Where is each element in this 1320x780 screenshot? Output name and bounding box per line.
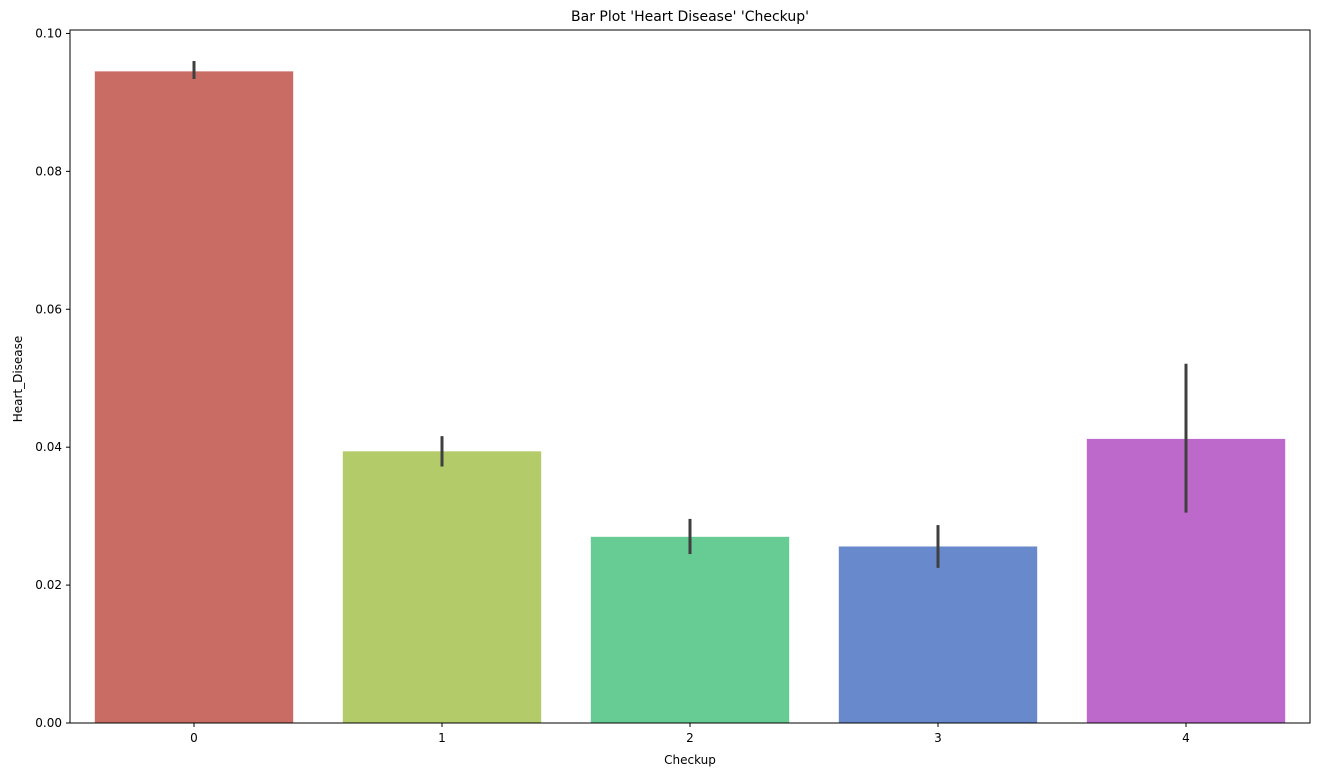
- x-tick-label: 4: [1182, 731, 1190, 745]
- x-tick-label: 1: [438, 731, 446, 745]
- x-tick-label: 0: [190, 731, 198, 745]
- y-tick-label: 0.04: [35, 440, 62, 454]
- bar-3: [838, 546, 1038, 723]
- y-axis-label: Heart_Disease: [11, 336, 25, 423]
- x-tick-label: 2: [686, 731, 694, 745]
- bar-0: [94, 71, 294, 724]
- bars-layer: [94, 71, 1286, 724]
- bar-2: [590, 536, 790, 723]
- error-bars-layer: [192, 61, 1188, 568]
- y-tick-label: 0.06: [35, 302, 62, 316]
- bar-1: [342, 451, 542, 723]
- y-tick-label: 0.10: [35, 26, 62, 40]
- x-axis-label: Checkup: [664, 753, 716, 767]
- x-axis: 0 1 2 3 4: [190, 723, 1190, 745]
- chart-title: Bar Plot 'Heart Disease' 'Checkup': [571, 9, 809, 25]
- y-tick-label: 0.00: [35, 716, 62, 730]
- y-tick-label: 0.08: [35, 164, 62, 178]
- y-tick-label: 0.02: [35, 578, 62, 592]
- y-axis: 0.00 0.02 0.04 0.06 0.08 0.10: [35, 26, 70, 730]
- x-tick-label: 3: [934, 731, 942, 745]
